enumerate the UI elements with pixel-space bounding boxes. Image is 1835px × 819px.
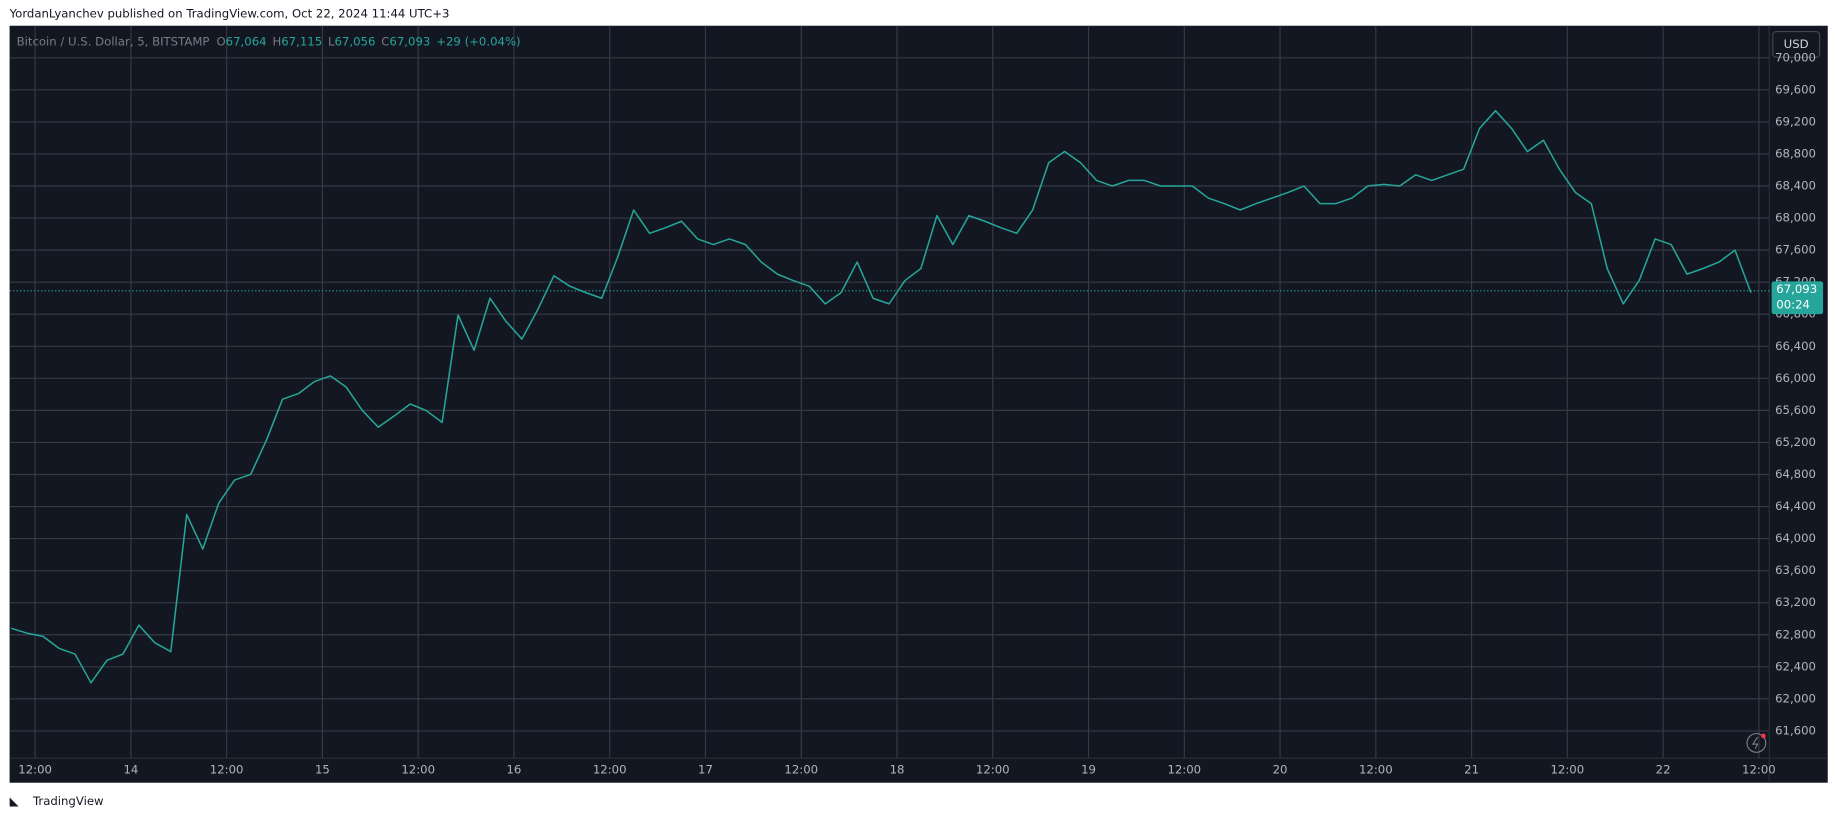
x-tick-label: 22 bbox=[1656, 762, 1671, 776]
brand-logo: ◣ bbox=[10, 794, 19, 808]
legend-key: C bbox=[381, 35, 389, 49]
x-tick-label: 19 bbox=[1081, 762, 1096, 776]
y-tick-label: 67,600 bbox=[1775, 243, 1816, 257]
y-tick-label: 62,000 bbox=[1775, 691, 1816, 705]
x-tick-label: 20 bbox=[1273, 762, 1288, 776]
x-tick-label: 12:00 bbox=[1359, 762, 1393, 776]
y-tick-label: 61,600 bbox=[1775, 723, 1816, 737]
x-tick-label: 21 bbox=[1464, 762, 1479, 776]
y-tick-label: 69,600 bbox=[1775, 82, 1816, 96]
legend-key: O bbox=[216, 35, 225, 49]
legend-value: 67,064 bbox=[226, 35, 267, 49]
x-tick-label: 14 bbox=[123, 762, 138, 776]
quick-trade-icon[interactable] bbox=[1746, 733, 1767, 753]
quick-trade-bolt bbox=[1751, 736, 1759, 750]
currency-button[interactable] bbox=[1772, 31, 1821, 58]
x-tick-label: 12:00 bbox=[784, 762, 818, 776]
legend-key: H bbox=[272, 35, 281, 49]
y-tick-label: 63,200 bbox=[1775, 595, 1816, 609]
legend-value: 67,115 bbox=[281, 35, 322, 49]
x-tick-label: 18 bbox=[890, 762, 905, 776]
attribution: YordanLyanchev published on TradingView.… bbox=[9, 7, 450, 21]
y-tick-label: 65,600 bbox=[1775, 403, 1816, 417]
currency[interactable]: USD bbox=[1784, 37, 1809, 51]
last-price-label: 67,093 bbox=[1776, 282, 1817, 296]
y-tick-label: 62,800 bbox=[1775, 627, 1816, 641]
x-tick-label: 12:00 bbox=[593, 762, 627, 776]
x-tick-label: 15 bbox=[315, 762, 330, 776]
grid bbox=[9, 25, 1770, 759]
y-tick-label: 65,200 bbox=[1775, 435, 1816, 449]
price-line bbox=[10, 109, 1752, 684]
y-tick-label: 64,800 bbox=[1775, 467, 1816, 481]
plot bbox=[9, 109, 1770, 684]
x-tick-label: 12:00 bbox=[18, 762, 52, 776]
y-tick-label: 68,000 bbox=[1775, 211, 1816, 225]
countdown: 00:24 bbox=[1776, 297, 1810, 311]
symbol: Bitcoin / U.S. Dollar, 5, BITSTAMP bbox=[17, 35, 210, 49]
x-tick-label: 12:00 bbox=[210, 762, 244, 776]
y-tick-label: 69,200 bbox=[1775, 114, 1816, 128]
legend-value: 67,093 bbox=[389, 35, 430, 49]
y-tick-label: 68,400 bbox=[1775, 179, 1816, 193]
legend-value: 67,056 bbox=[335, 35, 376, 49]
y-tick-label: 62,400 bbox=[1775, 659, 1816, 673]
legend-change: +29 (+0.04%) bbox=[436, 35, 520, 49]
brand: TradingView bbox=[32, 794, 104, 808]
last-price-tag bbox=[1771, 281, 1824, 315]
x-tick-label: 12:00 bbox=[1742, 762, 1776, 776]
symbol-legend: Bitcoin / U.S. Dollar, 5, BITSTAMP O 67,0… bbox=[17, 35, 521, 49]
notification-dot bbox=[1761, 733, 1766, 739]
x-tick-label: 17 bbox=[698, 762, 713, 776]
y-tick-label: 64,400 bbox=[1775, 499, 1816, 513]
y-tick-label: 64,000 bbox=[1775, 531, 1816, 545]
y-tick-label: 70,000 bbox=[1775, 50, 1816, 64]
chart-background bbox=[9, 25, 1828, 783]
y-tick-label: 68,800 bbox=[1775, 146, 1816, 160]
x-tick-label: 12:00 bbox=[401, 762, 435, 776]
y-tick-label: 63,600 bbox=[1775, 563, 1816, 577]
x-tick-label: 12:00 bbox=[976, 762, 1010, 776]
x-tick-label: 16 bbox=[507, 762, 522, 776]
x-tick-label: 12:00 bbox=[1551, 762, 1585, 776]
legend-key: L bbox=[328, 35, 335, 49]
x-tick-label: 12:00 bbox=[1167, 762, 1201, 776]
y-tick-label: 66,000 bbox=[1775, 371, 1816, 385]
y-tick-label: 66,400 bbox=[1775, 339, 1816, 353]
